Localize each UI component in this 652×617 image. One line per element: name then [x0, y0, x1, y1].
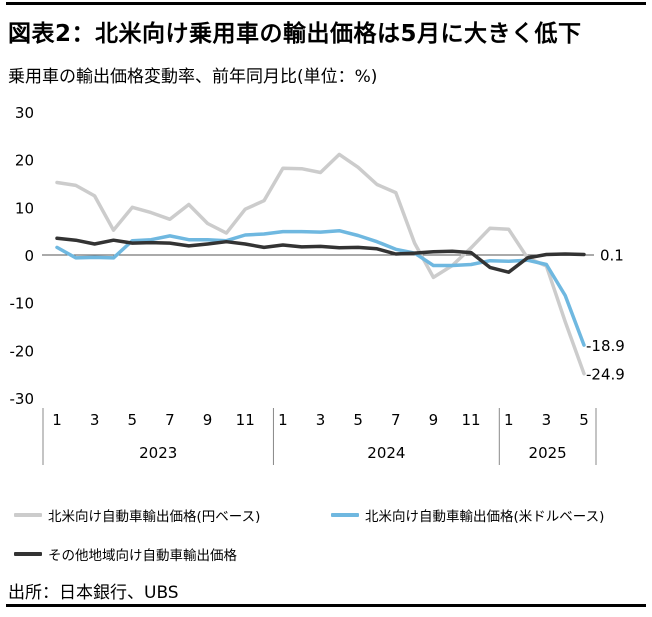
x-tick-label: 9	[203, 411, 213, 429]
x-tick-label: 7	[165, 411, 175, 429]
x-tick-label: 5	[579, 411, 589, 429]
top-rule	[6, 2, 646, 5]
x-tick-label: 11	[236, 411, 255, 429]
x-tick-label: 1	[52, 411, 62, 429]
x-tick-label: 3	[316, 411, 326, 429]
end-label: -18.9	[586, 337, 625, 355]
series-line-2	[55, 236, 586, 274]
source-note: 出所：日本銀行、UBS	[8, 583, 179, 603]
chart-subtitle: 乗用車の輸出価格変動率、前年同月比(単位：%)	[8, 67, 378, 87]
y-tick-label: 10	[15, 199, 34, 217]
y-tick-label: -20	[10, 342, 35, 360]
y-tick-label: 30	[15, 104, 34, 122]
x-tick-label: 3	[90, 411, 100, 429]
y-tick-label: 0	[24, 247, 34, 265]
x-tick-label: 3	[542, 411, 552, 429]
x-tick-label: 9	[429, 411, 439, 429]
x-year-label: 2023	[139, 444, 177, 462]
chart-title: 図表2：北米向け乗用車の輸出価格は5月に大きく低下	[8, 21, 582, 47]
legend-swatch-yen	[14, 513, 42, 517]
x-year-label: 2025	[529, 444, 567, 462]
x-tick-label: 5	[353, 411, 363, 429]
legend-item-other: その他地域向け自動車輸出価格	[14, 544, 237, 564]
x-tick-label: 1	[278, 411, 288, 429]
x-tick-label: 7	[391, 411, 401, 429]
legend-item-yen: 北米向け自動車輸出価格(円ベース)	[14, 505, 260, 525]
y-axis-ticks: 30 20 10 0 -10 -20 -30	[10, 104, 35, 408]
end-labels: -24.9 -18.9 0.1	[586, 247, 625, 384]
y-tick-label: 20	[15, 152, 34, 170]
x-tick-label: 1	[504, 411, 514, 429]
y-tick-label: -30	[10, 390, 35, 408]
series-lines	[55, 152, 586, 376]
y-tick-label: -10	[10, 295, 35, 313]
bottom-rule	[6, 604, 646, 607]
x-tick-label: 11	[462, 411, 481, 429]
legend-label-other: その他地域向け自動車輸出価格	[48, 548, 237, 564]
end-label: 0.1	[600, 247, 624, 265]
legend-swatch-usd	[331, 513, 359, 517]
legend-swatch-other	[14, 552, 42, 556]
series-line-1	[55, 228, 586, 347]
legend-label-yen: 北米向け自動車輸出価格(円ベース)	[48, 509, 261, 525]
legend-label-usd: 北米向け自動車輸出価格(米ドルベース)	[365, 509, 605, 525]
x-tick-label: 5	[128, 411, 138, 429]
end-label: -24.9	[586, 366, 625, 384]
x-year-label: 2024	[367, 444, 405, 462]
legend-item-usd: 北米向け自動車輸出価格(米ドルベース)	[331, 505, 604, 525]
series-line-0	[55, 152, 586, 376]
